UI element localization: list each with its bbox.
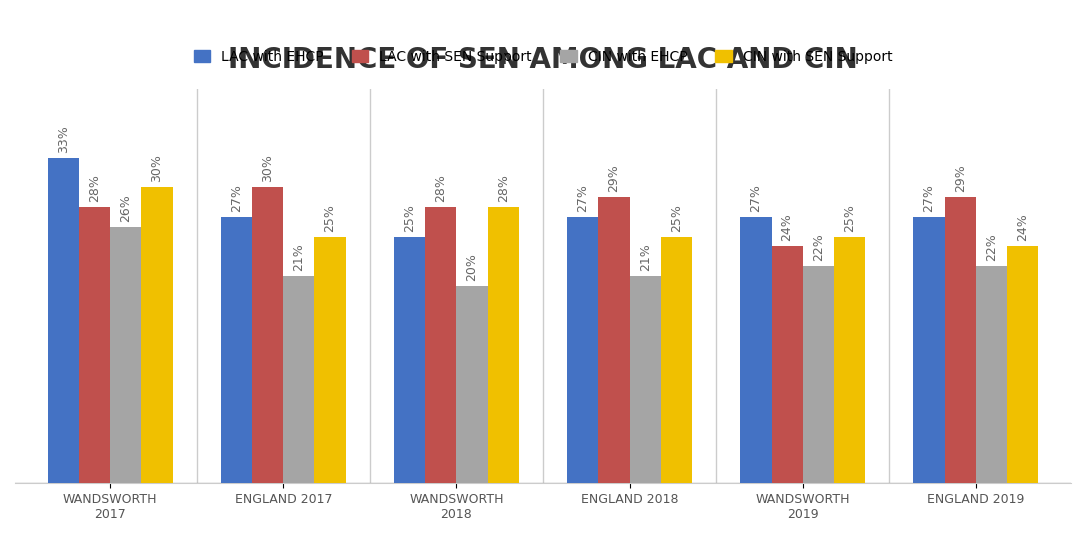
Bar <box>630 276 660 483</box>
Text: 27%: 27% <box>922 184 935 212</box>
Text: 27%: 27% <box>230 184 243 212</box>
Text: 20%: 20% <box>466 253 479 281</box>
Bar <box>488 207 519 483</box>
Bar <box>456 286 488 483</box>
Legend: LAC with EHCP, LAC with SEN Support, CIN with EHCP, CIN with SEN Support: LAC with EHCP, LAC with SEN Support, CIN… <box>188 44 898 69</box>
Bar <box>913 217 945 483</box>
Bar <box>141 187 173 483</box>
Bar <box>945 197 976 483</box>
Bar <box>834 236 864 483</box>
Bar <box>567 217 598 483</box>
Text: 21%: 21% <box>639 243 652 271</box>
Bar <box>48 158 79 483</box>
Text: 29%: 29% <box>954 165 967 192</box>
Text: 28%: 28% <box>496 174 509 202</box>
Text: 25%: 25% <box>843 204 856 232</box>
Bar <box>598 197 630 483</box>
Bar <box>79 207 110 483</box>
Title: INCIDENCE OF SEN AMONG LAC AND CIN: INCIDENCE OF SEN AMONG LAC AND CIN <box>228 46 858 73</box>
Text: 25%: 25% <box>403 204 416 232</box>
Bar <box>741 217 771 483</box>
Bar <box>426 207 456 483</box>
Text: 26%: 26% <box>119 194 132 222</box>
Bar <box>252 187 283 483</box>
Bar <box>803 266 834 483</box>
Text: 21%: 21% <box>292 243 305 271</box>
Text: 33%: 33% <box>56 125 70 153</box>
Text: 29%: 29% <box>607 165 620 192</box>
Text: 25%: 25% <box>324 204 337 232</box>
Text: 27%: 27% <box>749 184 762 212</box>
Bar <box>283 276 315 483</box>
Text: 24%: 24% <box>781 214 794 242</box>
Bar <box>976 266 1007 483</box>
Bar <box>660 236 692 483</box>
Text: 22%: 22% <box>985 234 998 261</box>
Bar <box>1007 247 1038 483</box>
Text: 30%: 30% <box>151 154 164 182</box>
Bar <box>222 217 252 483</box>
Text: 27%: 27% <box>577 184 590 212</box>
Text: 28%: 28% <box>88 174 101 202</box>
Text: 30%: 30% <box>262 154 275 182</box>
Text: 22%: 22% <box>811 234 824 261</box>
Bar <box>394 236 426 483</box>
Text: 24%: 24% <box>1016 214 1030 242</box>
Bar <box>110 227 141 483</box>
Text: 25%: 25% <box>670 204 683 232</box>
Bar <box>315 236 345 483</box>
Text: 28%: 28% <box>434 174 447 202</box>
Bar <box>771 247 803 483</box>
